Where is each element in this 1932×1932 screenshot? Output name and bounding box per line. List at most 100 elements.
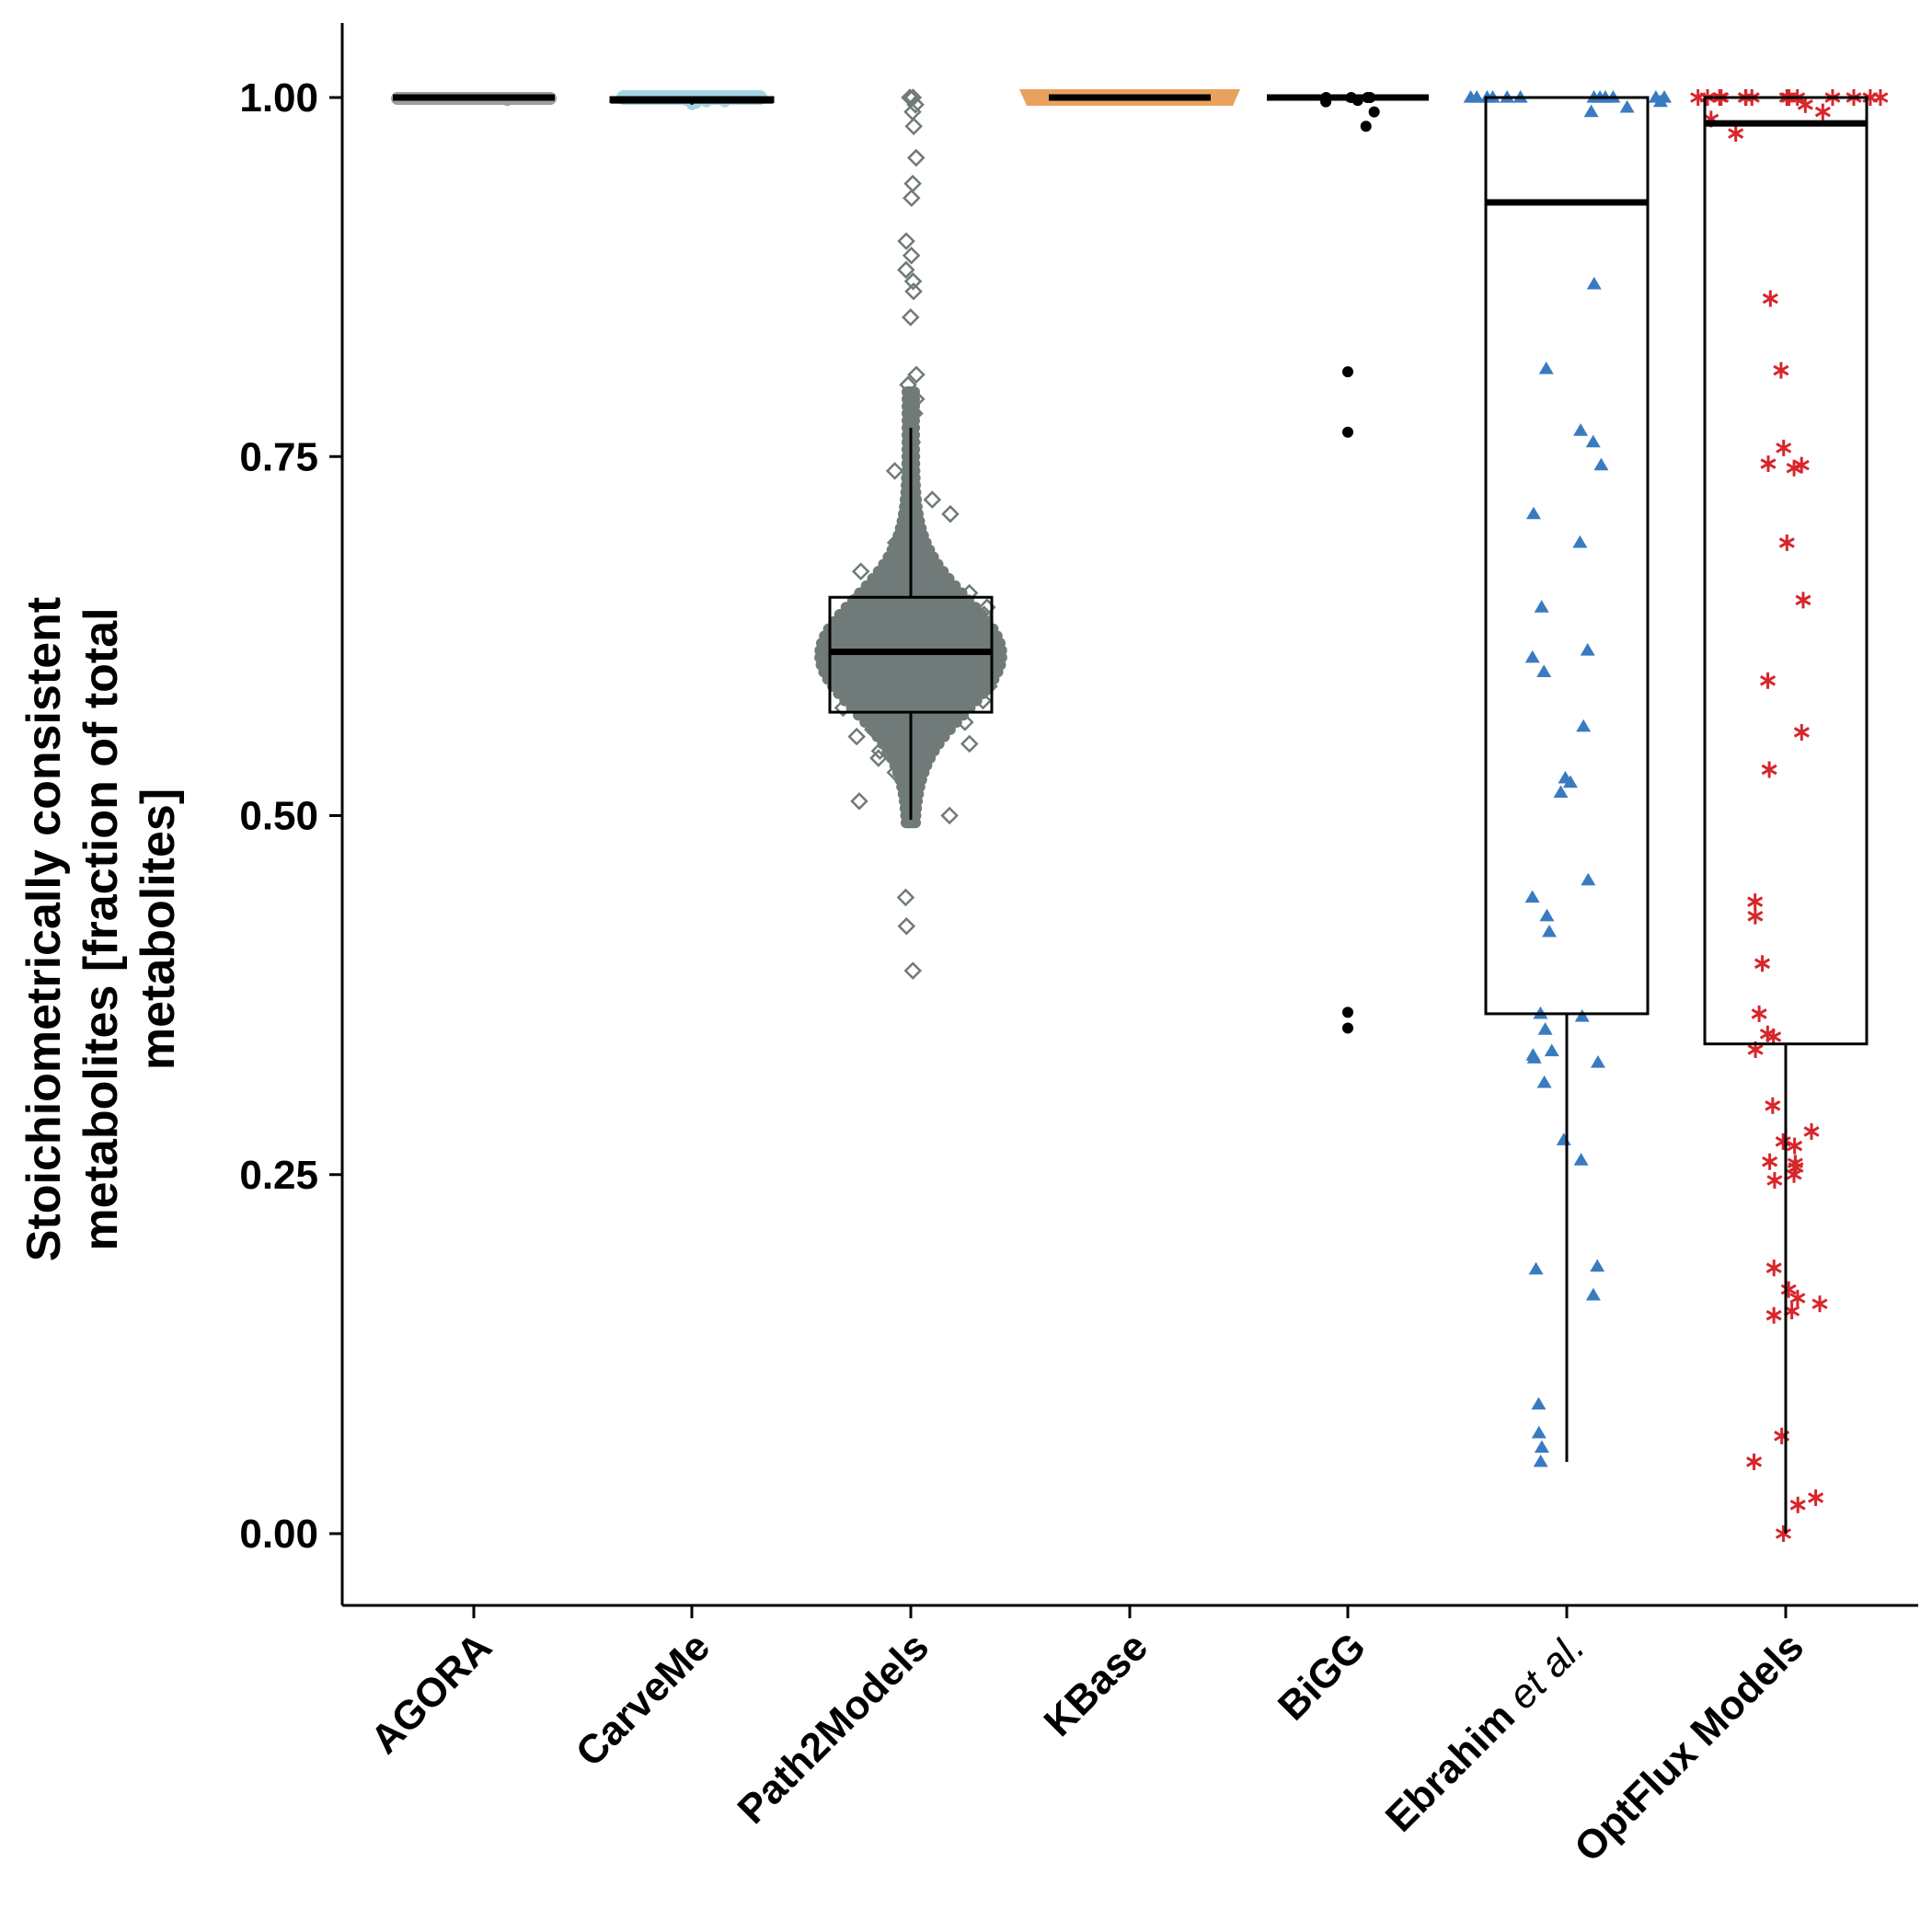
x-tick-label: Path2Models (730, 1624, 938, 1833)
x-tick-label-text: OptFlux Models (1566, 1624, 1812, 1870)
path2models-point (941, 504, 960, 523)
path2models-point (886, 763, 905, 782)
path2models-point (827, 619, 845, 638)
optflux-models-point (1872, 89, 1889, 106)
bigg-point (1342, 366, 1353, 378)
x-tick-label: OptFlux Models (1566, 1624, 1812, 1870)
ebrahim-et-al-point (1538, 362, 1554, 374)
ebrahim-et-al-point (1576, 719, 1592, 732)
ebrahim-et-al-point (1585, 434, 1601, 448)
path2models-point (903, 88, 923, 107)
optflux-models-point (1808, 1489, 1824, 1506)
y-tick-label: 0.75 (239, 434, 318, 479)
path2models-point (959, 662, 977, 682)
optflux-models-point (1747, 893, 1764, 911)
y-tick-label: 0.25 (239, 1153, 318, 1198)
path2models-point (904, 117, 923, 135)
optflux-models-point (1775, 1525, 1792, 1542)
path2models-point (834, 698, 853, 718)
path2models-point (882, 655, 902, 674)
path2models-point (851, 562, 870, 581)
ebrahim-et-al-point (1593, 457, 1609, 471)
ebrahim-et-al-point (1537, 1022, 1553, 1035)
ebrahim-et-al-point (1528, 1261, 1544, 1275)
ebrahim-et-al-point (1553, 785, 1569, 799)
optflux-models-point (1765, 1097, 1781, 1114)
optflux-models-point (1762, 1153, 1778, 1170)
path2models-point (907, 148, 926, 167)
path2models-point (907, 390, 926, 408)
ebrahim-et-al-point (1573, 423, 1589, 436)
ebrahim-et-al-point (1556, 1133, 1571, 1145)
path2models-point (956, 713, 974, 731)
y-axis-title-line-3: metabolites] (132, 788, 185, 1070)
x-tick-label-text: AGORA (362, 1624, 500, 1762)
optflux-models-point (1728, 125, 1744, 143)
optflux-models-point (1751, 1005, 1767, 1022)
optflux-models-point (1789, 1496, 1806, 1513)
ebrahim-et-al-box (1484, 96, 1650, 1016)
optflux-models-point (1786, 459, 1802, 477)
x-tick-label-text: Ebrahim (1377, 1695, 1524, 1841)
y-axis-title-line-2: metabolites [fraction of total (75, 607, 128, 1250)
ebrahim-et-al-point (1585, 1287, 1601, 1301)
bigg-point (1360, 121, 1372, 132)
path2models-point (845, 649, 865, 667)
path2models-point (906, 96, 925, 114)
y-tick-label: 0.00 (239, 1512, 318, 1557)
data-points (391, 88, 1889, 1542)
optflux-models-point (1787, 1137, 1803, 1155)
path2models-point (903, 102, 922, 121)
ebrahim-et-al-point (1534, 600, 1549, 613)
x-tick-label-text: KBase (1036, 1624, 1156, 1744)
optflux-models-point (1780, 1281, 1797, 1298)
path2models-point (901, 308, 920, 327)
optflux-models-point (1789, 1289, 1806, 1306)
ebrahim-et-al-point (1544, 1043, 1559, 1057)
path2models-point (897, 260, 915, 280)
path2models-point (905, 404, 924, 423)
x-tick-label-text: BiGG (1270, 1624, 1374, 1729)
ebrahim-et-al-point (1536, 664, 1552, 677)
path2models-point (869, 749, 888, 767)
ebrahim-et-al-point (1652, 94, 1668, 108)
optflux-models-point (1760, 672, 1777, 689)
ebrahim-et-al-point (1590, 1054, 1605, 1068)
ebrahim-et-al-point (1542, 924, 1558, 937)
optflux-models-point (1746, 1453, 1763, 1470)
optflux-models-point (1786, 1166, 1802, 1183)
ebrahim-et-al-point (1586, 276, 1602, 290)
path2models-point (903, 519, 922, 538)
ebrahim-et-al-point (1533, 1454, 1548, 1467)
optflux-models-point (1754, 955, 1771, 972)
x-tick-label: CarveMe (568, 1624, 719, 1775)
x-tick-label-text: CarveMe (568, 1624, 719, 1775)
path2models-point (902, 246, 921, 265)
optflux-models-point (1762, 290, 1778, 307)
optflux-models-point (1765, 1259, 1782, 1277)
ebrahim-et-al-point (1581, 872, 1596, 886)
ebrahim-et-al-point (1572, 535, 1588, 548)
ebrahim-et-al-point (1580, 642, 1595, 656)
ebrahim-et-al-point (1524, 890, 1540, 903)
path2models-point (870, 742, 890, 761)
x-tick-label: Ebrahim et al. (1377, 1624, 1593, 1840)
optflux-models-point (1765, 1028, 1782, 1045)
path2models-point (885, 462, 904, 480)
optflux-models-point (1797, 96, 1813, 113)
bigg-point (1368, 106, 1380, 118)
path2models-point (879, 641, 897, 660)
axes: 0.00 0.25 0.50 0.75 1.00 AGORA CarveMe Path2Mod… (239, 23, 1918, 1870)
path2models-point (960, 734, 979, 753)
path2models-point (903, 961, 923, 980)
y-axis-title: Stoichiometrically consistent metabolite… (17, 597, 185, 1261)
path2models-point (897, 232, 915, 250)
path2models-point (903, 174, 922, 193)
ebrahim-et-al-point (1524, 650, 1540, 663)
bigg-point (1342, 1006, 1353, 1018)
path2models-point (850, 792, 868, 811)
x-tick-label: BiGG (1270, 1624, 1374, 1729)
ebrahim-et-al-point (1574, 1009, 1590, 1022)
path2models-point (960, 583, 979, 603)
